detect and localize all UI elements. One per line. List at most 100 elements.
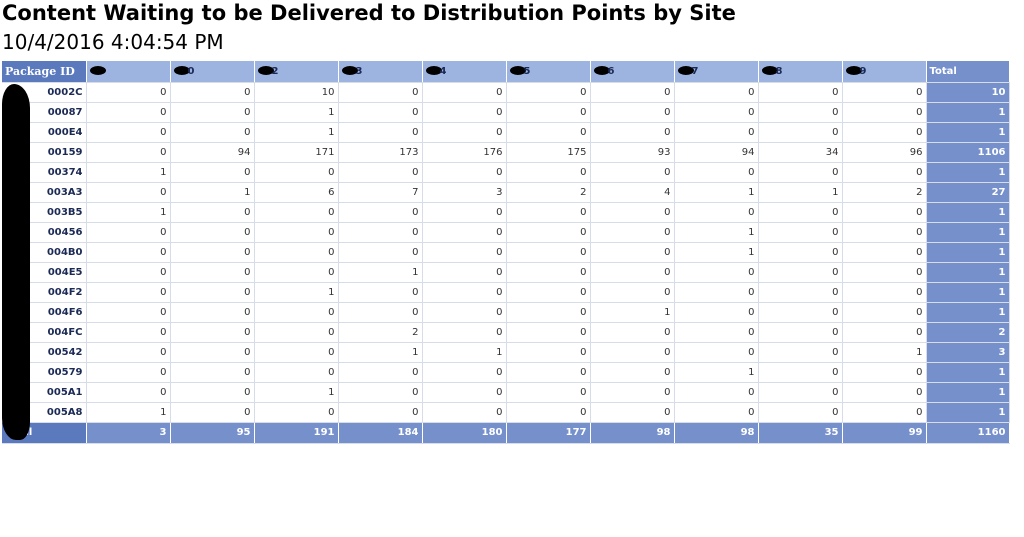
site-count-cell: 0 — [422, 362, 507, 383]
column-header-site-4[interactable]: 4 — [422, 61, 507, 83]
site-count-cell: 0 — [674, 302, 759, 323]
site-count-cell: 0 — [254, 262, 339, 283]
site-count-cell: 0 — [674, 342, 759, 363]
site-count-cell: 0 — [170, 362, 255, 383]
column-header-total[interactable]: Total — [926, 61, 1010, 83]
site-count-cell: 0 — [758, 262, 843, 283]
site-count-cell: 1 — [422, 342, 507, 363]
site-count-cell: 0 — [590, 102, 675, 123]
row-total-cell: 1 — [926, 102, 1010, 123]
column-header-site-2[interactable]: 2 — [254, 61, 339, 83]
site-count-cell: 0 — [506, 402, 591, 423]
site-count-cell: 1 — [86, 402, 171, 423]
site-count-cell: 1 — [674, 182, 759, 203]
site-count-cell: 0 — [170, 382, 255, 403]
column-header-site-9[interactable]: 9 — [842, 61, 927, 83]
row-total-cell: 1 — [926, 382, 1010, 403]
site-code-suffix: 2 — [271, 65, 279, 77]
site-count-cell: 0 — [86, 262, 171, 283]
site-count-cell: 0 — [590, 162, 675, 183]
site-count-cell: 1 — [86, 202, 171, 223]
site-count-cell: 0 — [254, 362, 339, 383]
site-count-cell: 1 — [674, 362, 759, 383]
site-count-cell: 0 — [506, 162, 591, 183]
row-total-cell: 27 — [926, 182, 1010, 203]
column-header-site-3[interactable]: 3 — [338, 61, 423, 83]
site-count-cell: 0 — [506, 302, 591, 323]
site-code-suffix: 0 — [187, 65, 195, 77]
row-total-cell: 1 — [926, 302, 1010, 323]
table-row: 005A1 0 0 1 0 0 0 0 0 0 0 1 — [2, 382, 1010, 403]
redacted-site-code — [257, 66, 274, 76]
column-header-site-7[interactable]: 7 — [674, 61, 759, 83]
site-count-cell: 0 — [758, 402, 843, 423]
site-count-cell: 0 — [338, 402, 423, 423]
site-count-cell: 0 — [422, 322, 507, 343]
site-count-cell: 94 — [674, 142, 759, 163]
site-count-cell: 0 — [422, 402, 507, 423]
column-header-site-6[interactable]: 6 — [590, 61, 675, 83]
row-total-cell: 1106 — [926, 142, 1010, 163]
table-row: 00542 0 0 0 1 1 0 0 0 0 1 3 — [2, 342, 1010, 363]
site-count-cell: 1 — [338, 342, 423, 363]
site-count-cell: 0 — [86, 382, 171, 403]
row-total-cell: 1 — [926, 262, 1010, 283]
site-count-cell: 0 — [758, 242, 843, 263]
site-count-cell: 0 — [590, 342, 675, 363]
column-header-site-0[interactable] — [86, 61, 171, 83]
site-count-cell: 0 — [422, 202, 507, 223]
site-count-cell: 0 — [842, 302, 927, 323]
site-code-suffix: 6 — [607, 65, 615, 77]
table-row: 00159 0 94 171 173 176 175 93 94 34 96 1106 — [2, 142, 1010, 163]
column-total-cell: 95 — [170, 422, 255, 444]
site-count-cell: 0 — [842, 82, 927, 103]
site-count-cell: 0 — [674, 122, 759, 143]
site-count-cell: 2 — [506, 182, 591, 203]
site-count-cell: 0 — [338, 122, 423, 143]
site-count-cell: 0 — [590, 242, 675, 263]
row-total-cell: 1 — [926, 122, 1010, 143]
site-count-cell: 0 — [422, 222, 507, 243]
table-row: 003A3 0 1 6 7 3 2 4 1 1 2 27 — [2, 182, 1010, 203]
site-count-cell: 0 — [842, 222, 927, 243]
column-total-cell: 184 — [338, 422, 423, 444]
site-count-cell: 0 — [590, 262, 675, 283]
site-count-cell: 0 — [506, 342, 591, 363]
redacted-site-code — [845, 66, 862, 76]
site-count-cell: 0 — [422, 102, 507, 123]
column-header-site-8[interactable]: 8 — [758, 61, 843, 83]
site-count-cell: 2 — [338, 322, 423, 343]
site-count-cell: 0 — [86, 182, 171, 203]
site-count-cell: 0 — [590, 122, 675, 143]
site-count-cell: 0 — [254, 242, 339, 263]
site-count-cell: 0 — [590, 82, 675, 103]
site-count-cell: 0 — [590, 282, 675, 303]
column-header-package-id[interactable]: Package ID — [2, 61, 87, 83]
site-count-cell: 0 — [170, 322, 255, 343]
site-count-cell: 0 — [590, 202, 675, 223]
site-count-cell: 0 — [254, 402, 339, 423]
site-count-cell: 1 — [254, 282, 339, 303]
column-header-site-1[interactable]: 0 — [170, 61, 255, 83]
site-count-cell: 0 — [842, 362, 927, 383]
site-count-cell: 0 — [758, 122, 843, 143]
row-total-cell: 2 — [926, 322, 1010, 343]
row-total-cell: 1 — [926, 222, 1010, 243]
column-total-cell: 3 — [86, 422, 171, 444]
site-count-cell: 0 — [338, 302, 423, 323]
site-count-cell: 0 — [842, 262, 927, 283]
site-count-cell: 1 — [170, 182, 255, 203]
redacted-site-code — [89, 66, 106, 76]
column-total-cell: 180 — [422, 422, 507, 444]
column-header-site-5[interactable]: 5 — [506, 61, 591, 83]
grand-total-cell: 1160 — [926, 422, 1010, 444]
site-count-cell: 0 — [338, 382, 423, 403]
site-count-cell: 0 — [170, 222, 255, 243]
site-count-cell: 0 — [758, 322, 843, 343]
site-count-cell: 0 — [254, 302, 339, 323]
site-count-cell: 0 — [842, 162, 927, 183]
site-count-cell: 0 — [338, 242, 423, 263]
site-count-cell: 0 — [86, 102, 171, 123]
site-count-cell: 0 — [422, 162, 507, 183]
site-count-cell: 0 — [506, 322, 591, 343]
